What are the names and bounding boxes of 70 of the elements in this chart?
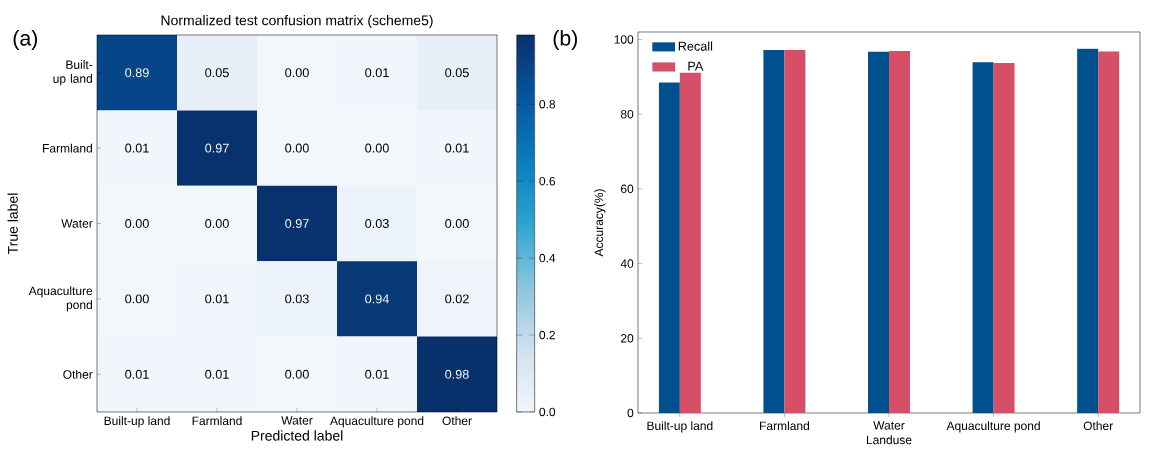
data-label: 0.00: [285, 369, 309, 379]
data-label: 0.02: [445, 294, 469, 304]
y-tick-label: Built-up land: [53, 60, 93, 86]
data-label: 0.98: [445, 369, 469, 379]
bar: [868, 51, 889, 413]
data-label: 0.00: [205, 219, 229, 228]
data-label: 0.97: [285, 219, 309, 228]
bar: [1077, 48, 1099, 413]
data-label: 0.97: [205, 143, 229, 153]
y-tick-label: Farmland: [43, 143, 92, 153]
legend-label: Recall: [678, 41, 713, 51]
x-tick-label: Water: [281, 416, 313, 425]
y-tick-label: 100: [614, 35, 634, 44]
data-label: 0.01: [125, 143, 149, 153]
x-axis-title: Predicted label: [251, 430, 343, 441]
data-label: 0.00: [445, 219, 469, 228]
y-axis-title: Accuracy(%): [594, 189, 606, 257]
x-axis-title: Landuse: [866, 435, 912, 445]
data-label: 0.00: [125, 219, 149, 228]
bar: [972, 62, 994, 413]
data-label: 0.01: [205, 294, 229, 304]
text: (b): [553, 30, 578, 50]
x-tick-label: Aquaculture pond: [329, 416, 424, 428]
data-label: 0.05: [205, 68, 229, 78]
x-tick-label: Water: [873, 421, 905, 430]
x-tick-label: Other: [442, 416, 472, 426]
y-tick-label: 60: [621, 184, 634, 194]
bar: [679, 72, 701, 413]
y-tick-label: Other: [63, 369, 93, 379]
data-label: 0.01: [365, 369, 389, 379]
data-label: 0.00: [125, 294, 149, 304]
bar: [763, 49, 785, 413]
data-label: 0.89: [125, 68, 149, 78]
x-tick-label: Farmland: [192, 416, 242, 426]
legend-label: PA: [688, 61, 704, 71]
color-bar-label: 0.0: [539, 407, 556, 417]
x-tick-label: Built-up land: [647, 421, 713, 433]
y-tick-label: 40: [620, 259, 634, 268]
color-bar-label: 0.4: [539, 253, 556, 263]
x-tick-label: Farmland: [760, 421, 809, 431]
bar: [889, 51, 910, 413]
data-label: 0.03: [285, 294, 309, 304]
bar: [784, 49, 806, 413]
data-label: 0.00: [285, 143, 309, 153]
data-label: 0.03: [365, 219, 389, 228]
data-label: 0.00: [365, 143, 389, 153]
data-label: 0.01: [125, 369, 149, 379]
data-label: 0.00: [285, 68, 309, 78]
bar: [658, 82, 680, 413]
x-tick-label: Built-up land: [104, 416, 170, 428]
data-label: 0.01: [445, 143, 469, 153]
bar: [1098, 51, 1120, 413]
y-tick-label: Water: [61, 219, 93, 228]
data-label: 0.05: [445, 68, 469, 78]
x-tick-label: Aquaculture pond: [946, 421, 1040, 433]
y-tick-label: Aquaculture pond: [28, 286, 93, 312]
color-bar-label: 0.6: [539, 176, 556, 186]
color-bar-label: 0.8: [539, 99, 556, 109]
y-axis-title: True label: [7, 193, 18, 255]
chart-title: Normalized test confusion matrix (scheme5): [161, 15, 433, 29]
data-label: 0.01: [205, 369, 229, 379]
data-label: 0.94: [365, 294, 389, 304]
y-tick-label: 80: [620, 109, 634, 119]
bar: [993, 62, 1015, 413]
x-tick-label: Other: [1083, 421, 1113, 431]
y-tick-label: 0: [627, 408, 634, 418]
y-tick-label: 20: [621, 334, 634, 343]
text: (a): [13, 30, 38, 50]
data-label: 0.01: [365, 68, 389, 78]
color-bar-label: 0.2: [539, 330, 555, 340]
